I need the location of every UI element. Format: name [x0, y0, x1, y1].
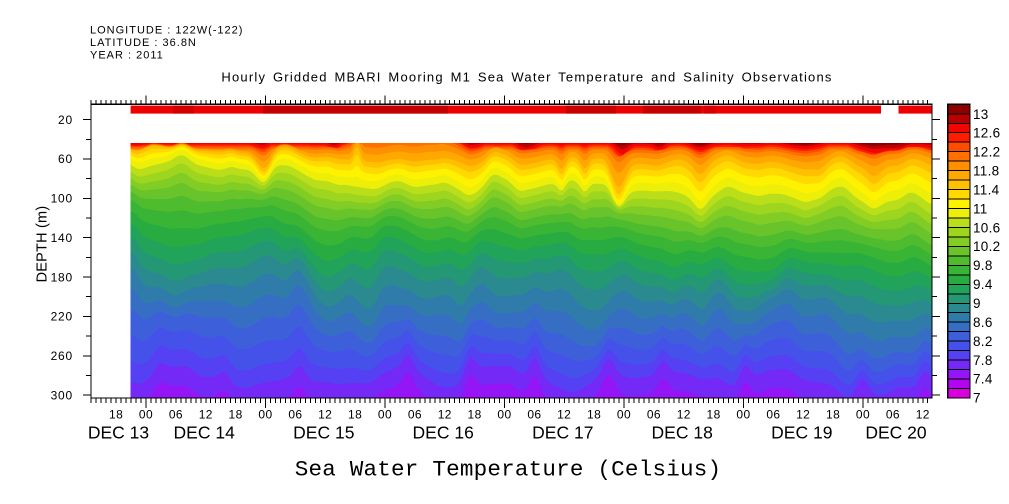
svg-text:7: 7 [973, 391, 981, 406]
svg-text:00: 00 [736, 407, 750, 421]
svg-text:12: 12 [438, 407, 452, 421]
svg-text:06: 06 [647, 407, 661, 421]
svg-text:DEC 18: DEC 18 [652, 422, 713, 442]
svg-text:06: 06 [766, 407, 780, 421]
svg-text:12: 12 [916, 407, 930, 421]
svg-text:DEC 17: DEC 17 [532, 422, 593, 442]
svg-text:LATITUDE : 36.8N: LATITUDE : 36.8N [90, 37, 197, 49]
svg-text:Sea Water Temperature (Celsius: Sea Water Temperature (Celsius) [295, 457, 722, 483]
svg-text:12.2: 12.2 [973, 145, 1000, 160]
svg-text:DEC 19: DEC 19 [771, 422, 832, 442]
svg-text:18: 18 [587, 407, 601, 421]
svg-text:DEC 16: DEC 16 [413, 422, 474, 442]
svg-text:180: 180 [51, 270, 73, 284]
svg-text:DEC 14: DEC 14 [174, 422, 236, 442]
svg-text:220: 220 [51, 310, 73, 324]
svg-text:260: 260 [51, 349, 73, 363]
svg-text:9: 9 [973, 296, 981, 311]
svg-text:DEC 15: DEC 15 [293, 422, 354, 442]
svg-text:00: 00 [378, 407, 392, 421]
svg-text:20: 20 [58, 113, 73, 127]
svg-text:YEAR : 2011: YEAR : 2011 [90, 50, 164, 62]
svg-text:11.8: 11.8 [973, 164, 999, 179]
svg-text:18: 18 [826, 407, 840, 421]
svg-text:11: 11 [973, 201, 988, 216]
svg-text:LONGITUDE : 122W(-122): LONGITUDE : 122W(-122) [90, 24, 243, 36]
svg-text:9.8: 9.8 [973, 258, 993, 273]
svg-text:00: 00 [258, 407, 272, 421]
svg-text:60: 60 [58, 152, 73, 166]
svg-text:12: 12 [796, 407, 810, 421]
svg-text:8.2: 8.2 [973, 334, 993, 349]
svg-text:140: 140 [51, 231, 73, 245]
svg-text:7.8: 7.8 [973, 353, 993, 368]
svg-text:13: 13 [973, 107, 989, 122]
svg-text:12: 12 [318, 407, 332, 421]
svg-text:DEC 13: DEC 13 [88, 422, 149, 442]
svg-text:300: 300 [51, 388, 73, 402]
svg-text:18: 18 [348, 407, 362, 421]
svg-text:18: 18 [468, 407, 482, 421]
svg-text:00: 00 [856, 407, 870, 421]
svg-text:06: 06 [408, 407, 422, 421]
svg-text:18: 18 [109, 407, 123, 421]
svg-text:06: 06 [527, 407, 541, 421]
svg-text:18: 18 [229, 407, 243, 421]
svg-text:12.6: 12.6 [973, 126, 1000, 141]
svg-text:DEC 20: DEC 20 [865, 422, 927, 442]
svg-text:00: 00 [139, 407, 153, 421]
svg-text:11.4: 11.4 [973, 183, 1000, 198]
svg-text:10.2: 10.2 [973, 239, 1000, 254]
svg-text:06: 06 [169, 407, 183, 421]
svg-text:06: 06 [288, 407, 302, 421]
svg-text:DEPTH (m): DEPTH (m) [35, 206, 51, 283]
svg-text:18: 18 [707, 407, 721, 421]
svg-text:12: 12 [557, 407, 571, 421]
svg-text:9.4: 9.4 [973, 277, 993, 292]
svg-text:10.6: 10.6 [973, 220, 1000, 235]
svg-text:8.6: 8.6 [973, 315, 993, 330]
svg-text:00: 00 [617, 407, 631, 421]
svg-text:100: 100 [51, 192, 73, 206]
svg-text:12: 12 [199, 407, 213, 421]
svg-text:Hourly Gridded MBARI Mooring M: Hourly Gridded MBARI Mooring M1 Sea Wate… [221, 70, 832, 85]
svg-text:12: 12 [677, 407, 691, 421]
svg-text:7.4: 7.4 [973, 372, 993, 387]
svg-text:00: 00 [497, 407, 511, 421]
svg-text:06: 06 [886, 407, 900, 421]
